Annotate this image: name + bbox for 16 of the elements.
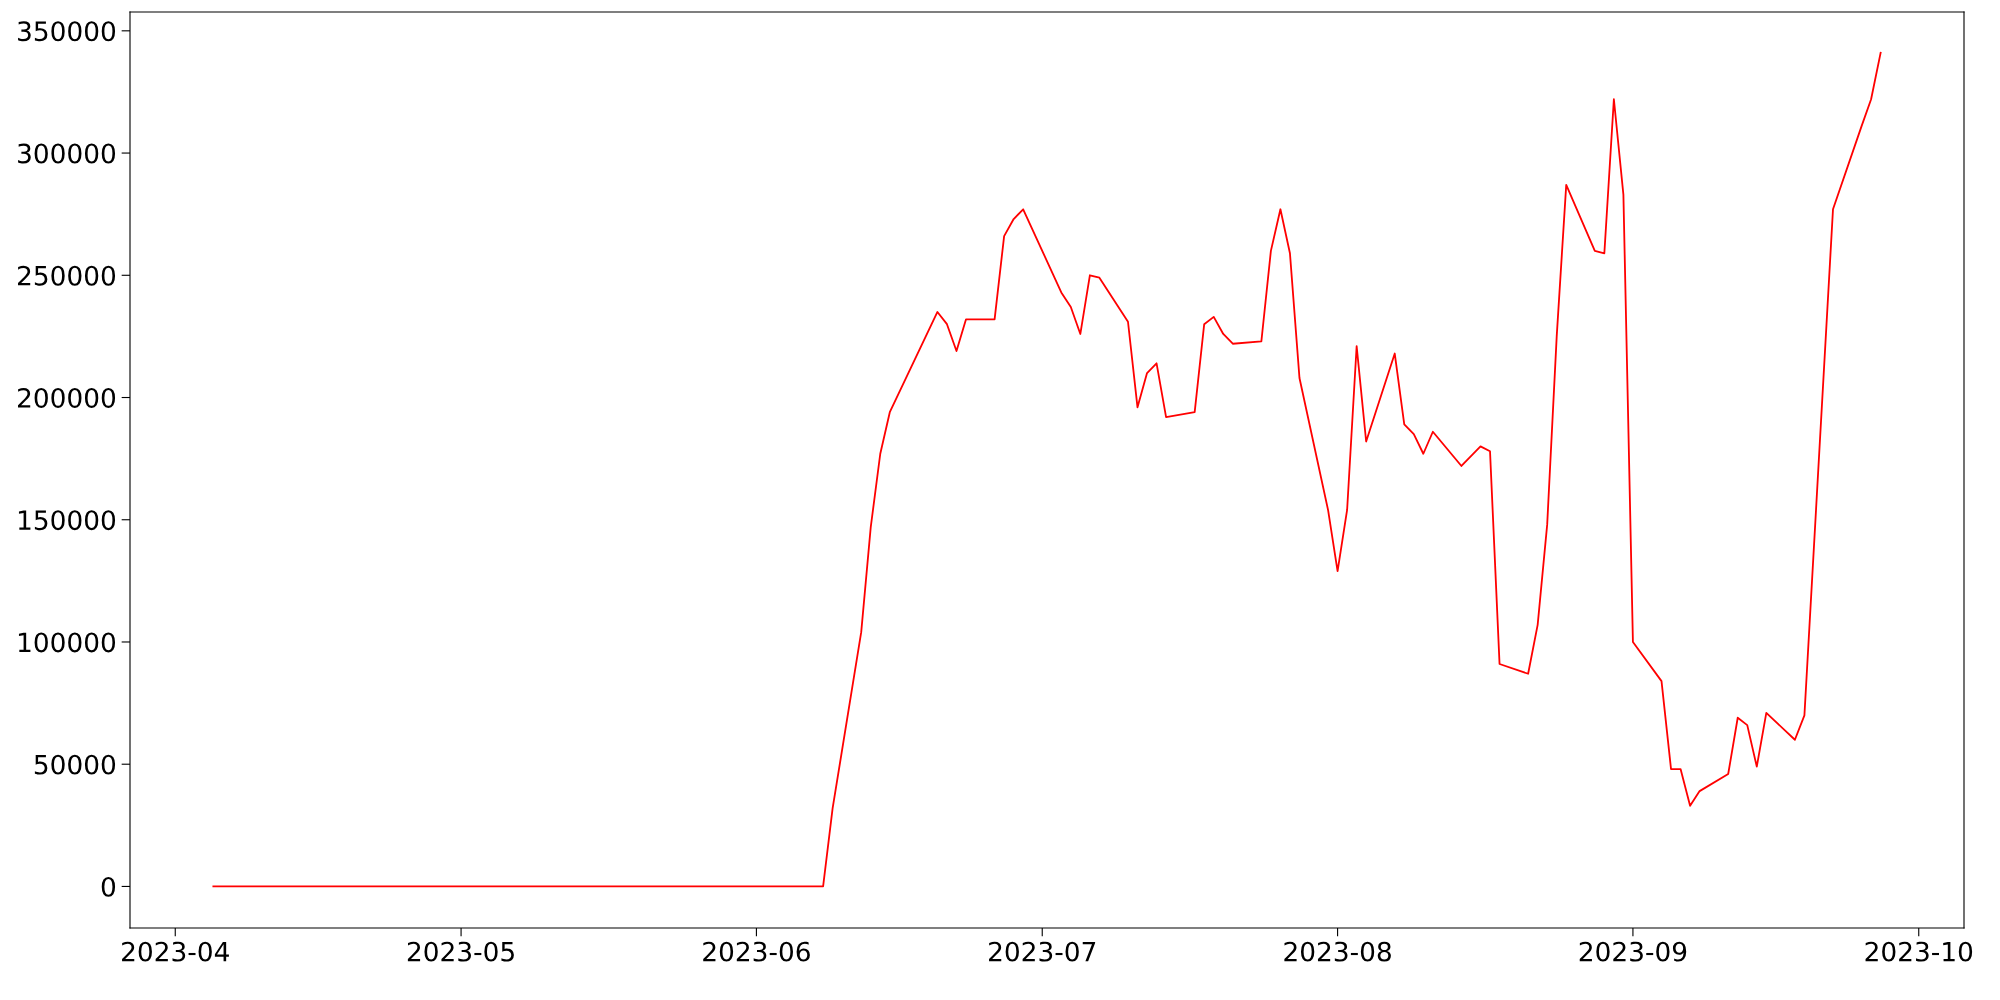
y-tick-label: 250000 <box>18 265 116 286</box>
x-tick-label: 2023-09 <box>1579 941 1687 962</box>
y-tick-label: 350000 <box>18 21 116 42</box>
y-tick-label: 50000 <box>34 754 116 775</box>
y-tick-label: 0 <box>101 876 116 897</box>
y-tick-label: 150000 <box>18 510 116 531</box>
y-tick-label: 200000 <box>18 387 116 408</box>
x-tick-label: 2023-10 <box>1865 941 1973 962</box>
x-tick-label: 2023-06 <box>703 941 810 962</box>
y-tick-label: 300000 <box>18 143 116 164</box>
y-tick-label: 100000 <box>18 632 116 653</box>
x-tick-label: 2023-04 <box>122 941 229 962</box>
x-tick-label: 2023-05 <box>407 941 514 962</box>
x-tick-label: 2023-08 <box>1284 941 1391 962</box>
x-tick-label: 2023-07 <box>989 941 1096 962</box>
line-series <box>212 51 1882 888</box>
